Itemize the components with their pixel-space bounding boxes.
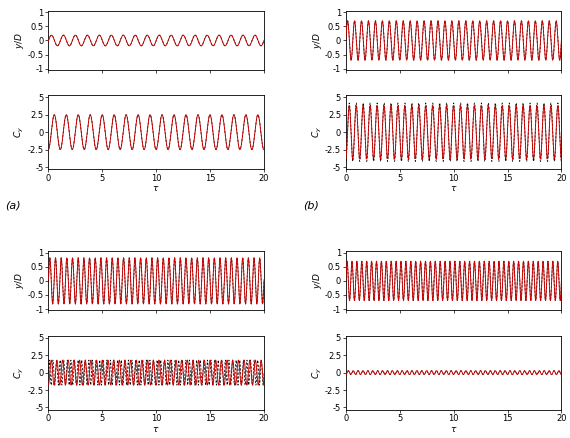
Y-axis label: $y/D$: $y/D$ bbox=[13, 272, 26, 290]
Y-axis label: $y/D$: $y/D$ bbox=[311, 32, 324, 49]
X-axis label: $\tau$: $\tau$ bbox=[153, 184, 160, 193]
X-axis label: $\tau$: $\tau$ bbox=[450, 425, 457, 434]
Y-axis label: $C_y$: $C_y$ bbox=[311, 367, 324, 379]
Y-axis label: $y/D$: $y/D$ bbox=[311, 272, 324, 290]
Y-axis label: $y/D$: $y/D$ bbox=[13, 32, 26, 49]
Text: (a): (a) bbox=[5, 200, 21, 210]
X-axis label: $\tau$: $\tau$ bbox=[450, 184, 457, 193]
Y-axis label: $C_y$: $C_y$ bbox=[13, 126, 26, 138]
Y-axis label: $C_y$: $C_y$ bbox=[13, 367, 26, 379]
Y-axis label: $C_y$: $C_y$ bbox=[311, 126, 324, 138]
Text: (b): (b) bbox=[303, 200, 319, 210]
X-axis label: $\tau$: $\tau$ bbox=[153, 425, 160, 434]
